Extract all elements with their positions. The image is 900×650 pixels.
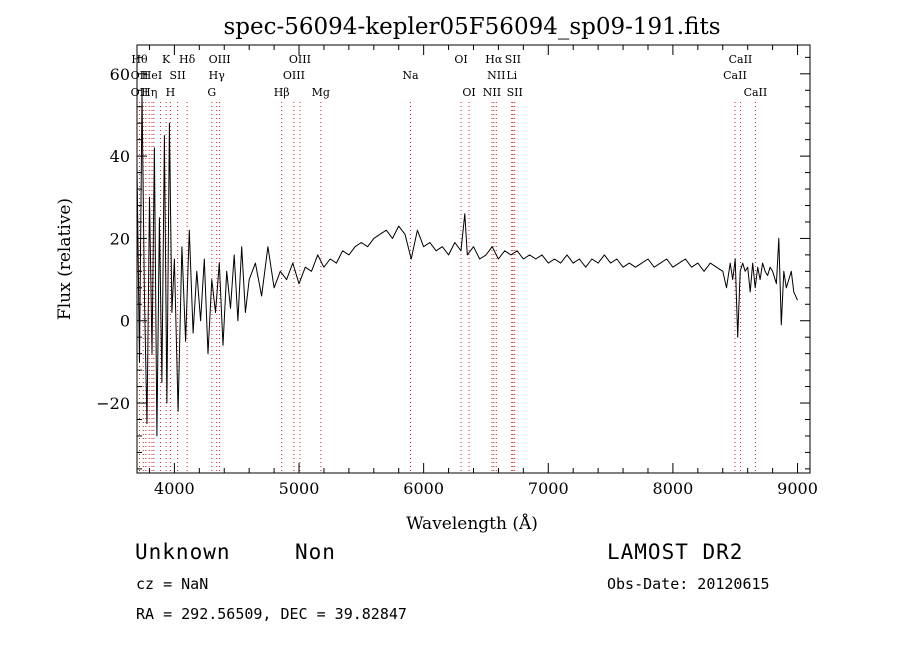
chart-title: spec-56094-kepler05F56094_sp09-191.fits [223, 14, 720, 40]
subclass-label: Non [295, 540, 336, 564]
spectral-line-label: Hγ [209, 69, 226, 82]
spectral-line-label: CaII [729, 53, 753, 66]
x-tick-label: 7000 [528, 479, 569, 498]
spectral-line-label: OII [131, 86, 149, 99]
y-tick-label: 40 [110, 147, 130, 166]
spectral-line-label: Hδ [179, 53, 196, 66]
spectral-line-label: Hη [141, 86, 157, 99]
spectral-line-label: OIII [283, 69, 305, 82]
survey-label: LAMOST DR2 [607, 540, 744, 564]
spectral-line-label: Hθ [131, 53, 148, 66]
plot-frame [136, 44, 811, 474]
y-axis-label: Flux (relative) [55, 198, 75, 320]
spectral-line-label: CaII [744, 86, 768, 99]
spectral-line-label: OI [462, 86, 475, 99]
spectral-line-label: Hβ [274, 86, 290, 99]
x-tick-label: 6000 [403, 479, 444, 498]
spectral-line-label: Li [506, 69, 517, 82]
x-axis: 4000 5000 6000 7000 8000 9000 [148, 45, 818, 498]
spectral-line-label: SII [170, 69, 186, 82]
y-tick-label: 0 [120, 312, 130, 331]
x-tick-label: 5000 [279, 479, 320, 498]
spectral-line-label: CaII [723, 69, 747, 82]
spectral-line-markers: HθOIIOIIHηHeIKHSIIHδGHγOIIIHβOIIIOIIIMgN… [131, 53, 768, 473]
obs-date-label: Obs-Date: 20120615 [607, 575, 770, 593]
spectrum-line-0 [136, 93, 798, 437]
spectral-line-label: Mg [312, 86, 330, 99]
coords-label: RA = 292.56509, DEC = 39.82847 [136, 605, 407, 623]
y-tick-label: 60 [110, 65, 130, 84]
spectral-line-label: Hα [485, 53, 503, 66]
x-tick-label: 9000 [777, 479, 818, 498]
spectral-line-label: K [162, 53, 171, 66]
y-tick-label: 20 [110, 229, 130, 248]
x-axis-label: Wavelength (Å) [406, 513, 538, 534]
spectral-line-label: SII [505, 53, 521, 66]
spectrum-series [136, 93, 798, 437]
spectral-line-label: OIII [209, 53, 231, 66]
class-label: Unknown [135, 540, 231, 564]
spectral-line-label: OI [454, 53, 467, 66]
spectral-line-label: OII [131, 69, 149, 82]
spectral-line-label: G [207, 86, 216, 99]
spectral-line-label: Na [402, 69, 419, 82]
y-axis: −20 0 20 40 60 [96, 56, 810, 470]
spectral-line-label: HeI [142, 69, 162, 82]
spectral-line-label: NII [483, 86, 501, 99]
x-tick-label: 4000 [154, 479, 195, 498]
spectral-line-label: H [166, 86, 176, 99]
redshift-label: cz = NaN [136, 575, 209, 593]
spectral-line-label: NII [487, 69, 505, 82]
y-tick-label: −20 [96, 394, 130, 413]
spectral-line-label: SII [507, 86, 523, 99]
x-tick-label: 8000 [653, 479, 694, 498]
spectral-line-label: OIII [289, 53, 311, 66]
